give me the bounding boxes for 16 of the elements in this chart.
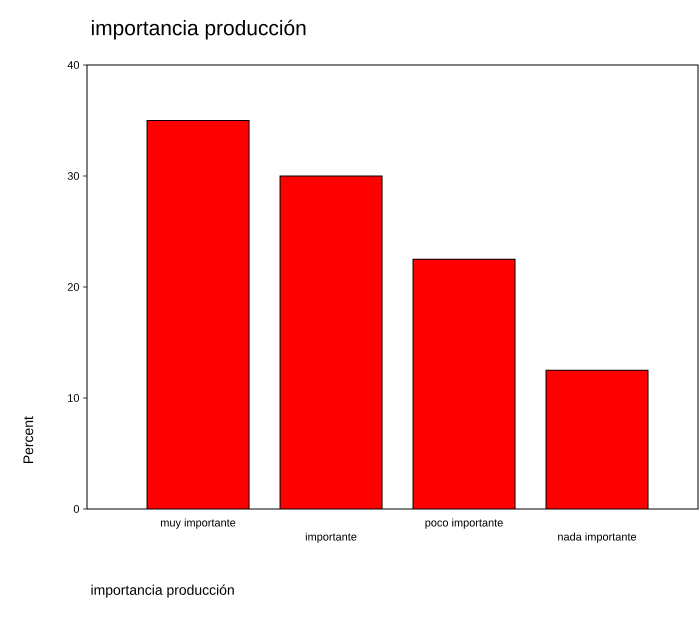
x-tick-label: poco importante — [425, 518, 503, 529]
y-tick-label: 20 — [68, 283, 80, 291]
x-axis-title: importancia producción — [91, 584, 234, 598]
bar — [280, 176, 382, 509]
chart-title: importancia producción — [92, 20, 306, 40]
bar — [146, 120, 250, 509]
y-tick-label: 0 — [74, 505, 80, 513]
x-tick-label: nada importante — [558, 532, 636, 543]
y-tick-label: 40 — [68, 61, 80, 69]
y-tick-label: 10 — [68, 394, 80, 402]
x-tick-label: importante — [306, 532, 356, 543]
y-tick-label: 30 — [68, 172, 80, 180]
y-axis-title: Percent — [23, 416, 34, 464]
x-tick-label: muy importante — [161, 518, 236, 529]
bar — [546, 370, 649, 509]
bar — [412, 258, 516, 509]
